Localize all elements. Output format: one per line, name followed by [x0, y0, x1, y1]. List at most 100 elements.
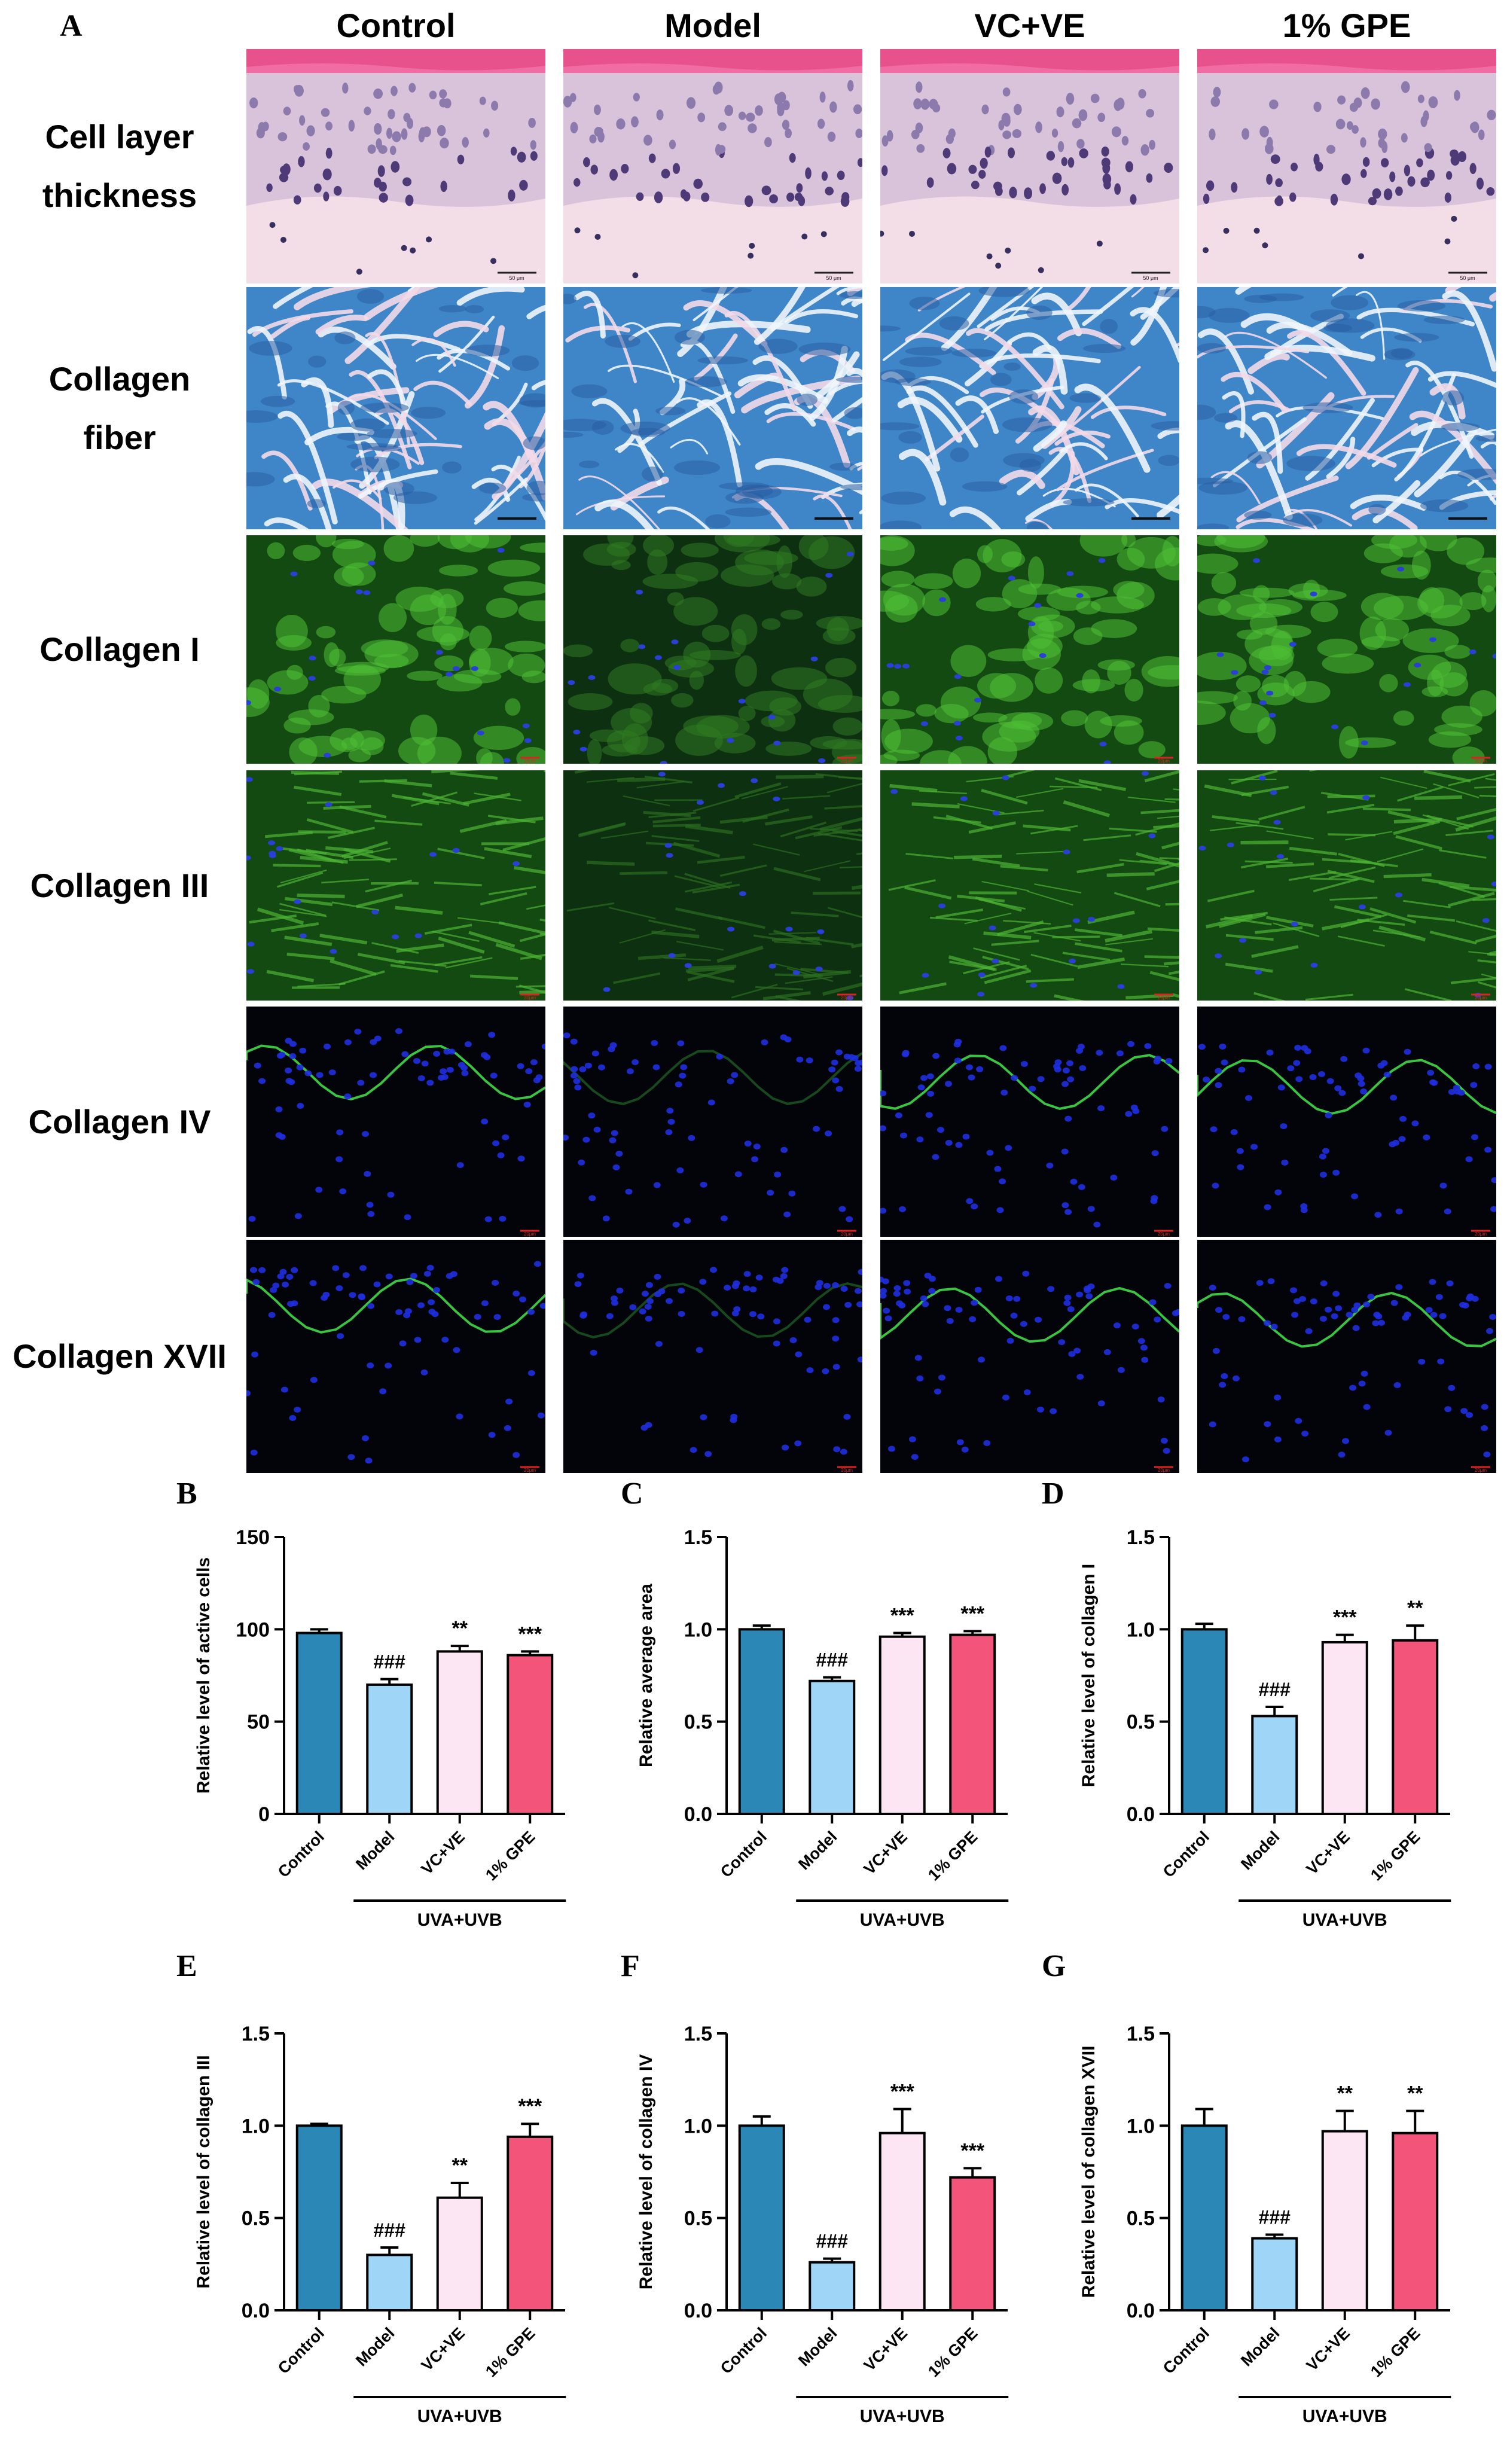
y-tick-label: 1.5: [1127, 1526, 1155, 1549]
y-tick-label: 1.0: [684, 2115, 712, 2137]
y-tick-label: 0.5: [1127, 1711, 1155, 1734]
y-axis-label: Relative level of collagen III: [194, 2055, 213, 2288]
bar: [1182, 2125, 1227, 2310]
micrograph-tile: 20μm: [1197, 1007, 1496, 1237]
y-tick-label: 1.5: [684, 1526, 712, 1549]
significance-label: ***: [518, 1623, 542, 1645]
bar: [508, 1655, 552, 1814]
bar: [438, 1651, 482, 1814]
significance-label: ***: [1333, 1606, 1357, 1629]
svg-text:50 μm: 50 μm: [1460, 275, 1475, 281]
group-label: UVA+UVB: [417, 1910, 502, 1930]
significance-label: ###: [1259, 1679, 1291, 1700]
group-label: UVA+UVB: [417, 2407, 502, 2426]
y-tick-label: 1.5: [1127, 2023, 1155, 2045]
y-tick-label: 0.5: [1127, 2207, 1155, 2230]
svg-text:20μm: 20μm: [1158, 995, 1170, 1001]
bar: [367, 1685, 411, 1814]
significance-label: ***: [890, 2081, 914, 2103]
bar: [367, 2255, 411, 2310]
y-tick-label: 1.0: [242, 2115, 270, 2137]
row-label-line: Collagen XVII: [0, 1327, 239, 1386]
svg-text:20μm: 20μm: [524, 1231, 536, 1237]
significance-label: **: [1407, 1597, 1423, 1620]
bar: [1252, 2239, 1297, 2310]
y-axis-label: Relative level of active cells: [194, 1557, 213, 1794]
y-tick-label: 0.5: [242, 2207, 270, 2230]
bar: [438, 2198, 482, 2310]
micrograph-tile: 20μm: [563, 535, 862, 764]
x-tick-label: 1% GPE: [1367, 1828, 1423, 1884]
svg-text:20μm: 20μm: [1475, 1231, 1487, 1237]
micrograph-tile: 20μm: [563, 1240, 862, 1473]
bar: [880, 2133, 925, 2310]
micrograph-tile: 20μm: [246, 535, 545, 764]
x-tick-label: VC+VE: [861, 2324, 911, 2374]
significance-label: ###: [816, 1649, 849, 1671]
row-label-line: Collagen I: [0, 620, 239, 679]
group-label: UVA+UVB: [1302, 1910, 1387, 1930]
significance-label: **: [1407, 2082, 1423, 2105]
column-header-vcve: VC+VE: [880, 6, 1179, 45]
y-tick-label: 50: [247, 1711, 270, 1734]
significance-label: ###: [816, 2231, 849, 2252]
x-tick-label: Control: [1160, 1828, 1213, 1881]
y-tick-label: 1.0: [1127, 1618, 1155, 1641]
micrograph-tile: 50 μm: [880, 49, 1179, 283]
svg-text:20μm: 20μm: [524, 1468, 536, 1473]
bar: [950, 2178, 995, 2310]
micrograph-tile: 20μm: [1197, 535, 1496, 764]
significance-label: ###: [374, 1651, 406, 1673]
x-tick-label: Model: [1237, 2324, 1283, 2370]
x-tick-label: Model: [795, 2324, 840, 2370]
y-axis-label: Relative level of collagen IV: [636, 2054, 656, 2290]
y-axis-label: Relative level of collagen I: [1079, 1564, 1099, 1787]
svg-text:20μm: 20μm: [1475, 758, 1487, 764]
micrograph-tile: 50 μm: [563, 49, 862, 283]
significance-label: ***: [518, 2095, 542, 2118]
x-tick-label: 1% GPE: [925, 1828, 981, 1884]
micrograph-tile: 20μm: [880, 535, 1179, 764]
bar: [1323, 1642, 1367, 1814]
x-tick-label: Control: [274, 2324, 328, 2377]
x-tick-label: 1% GPE: [482, 1828, 538, 1884]
y-tick-label: 1.0: [1127, 2115, 1155, 2137]
x-tick-label: Model: [1237, 1828, 1283, 1873]
micrograph-tile: [246, 287, 545, 529]
significance-label: ***: [890, 1605, 914, 1627]
bar: [1323, 2131, 1367, 2310]
bar: [297, 1633, 341, 1814]
bar: [297, 2125, 341, 2310]
x-tick-label: Control: [717, 2324, 770, 2377]
significance-label: ***: [960, 2139, 984, 2162]
column-header-control: Control: [246, 6, 545, 45]
svg-text:20μm: 20μm: [1158, 1231, 1170, 1237]
svg-text:50 μm: 50 μm: [509, 275, 524, 281]
y-tick-label: 150: [236, 1526, 270, 1549]
svg-text:50 μm: 50 μm: [826, 275, 841, 281]
y-tick-label: 0.5: [684, 1711, 712, 1734]
bar: [1393, 2133, 1437, 2310]
significance-label: ###: [1259, 2206, 1291, 2228]
y-tick-label: 0.0: [684, 2300, 712, 2322]
panel-label-a: A: [60, 8, 83, 44]
row-label-line: Collagen: [0, 350, 239, 408]
svg-text:20μm: 20μm: [841, 1231, 853, 1237]
y-axis-label: Relative average area: [636, 1584, 656, 1767]
x-tick-label: VC+VE: [1303, 2324, 1353, 2374]
svg-text:20μm: 20μm: [841, 758, 853, 764]
y-tick-label: 1.5: [242, 2023, 270, 2045]
y-axis-label: Relative level of collagen XVII: [1079, 2046, 1099, 2298]
micrograph-tile: 50 μm: [246, 49, 545, 283]
y-tick-label: 0.5: [684, 2207, 712, 2230]
micrograph-tile: 20μm: [880, 1240, 1179, 1473]
group-label: UVA+UVB: [1302, 2407, 1387, 2426]
column-header-gpe: 1% GPE: [1197, 6, 1496, 45]
x-tick-label: VC+VE: [418, 1828, 468, 1878]
bar: [1182, 1629, 1227, 1814]
row-label-line: Collagen IV: [0, 1093, 239, 1151]
row-label-line: thickness: [0, 166, 239, 225]
x-tick-label: 1% GPE: [1367, 2324, 1423, 2380]
